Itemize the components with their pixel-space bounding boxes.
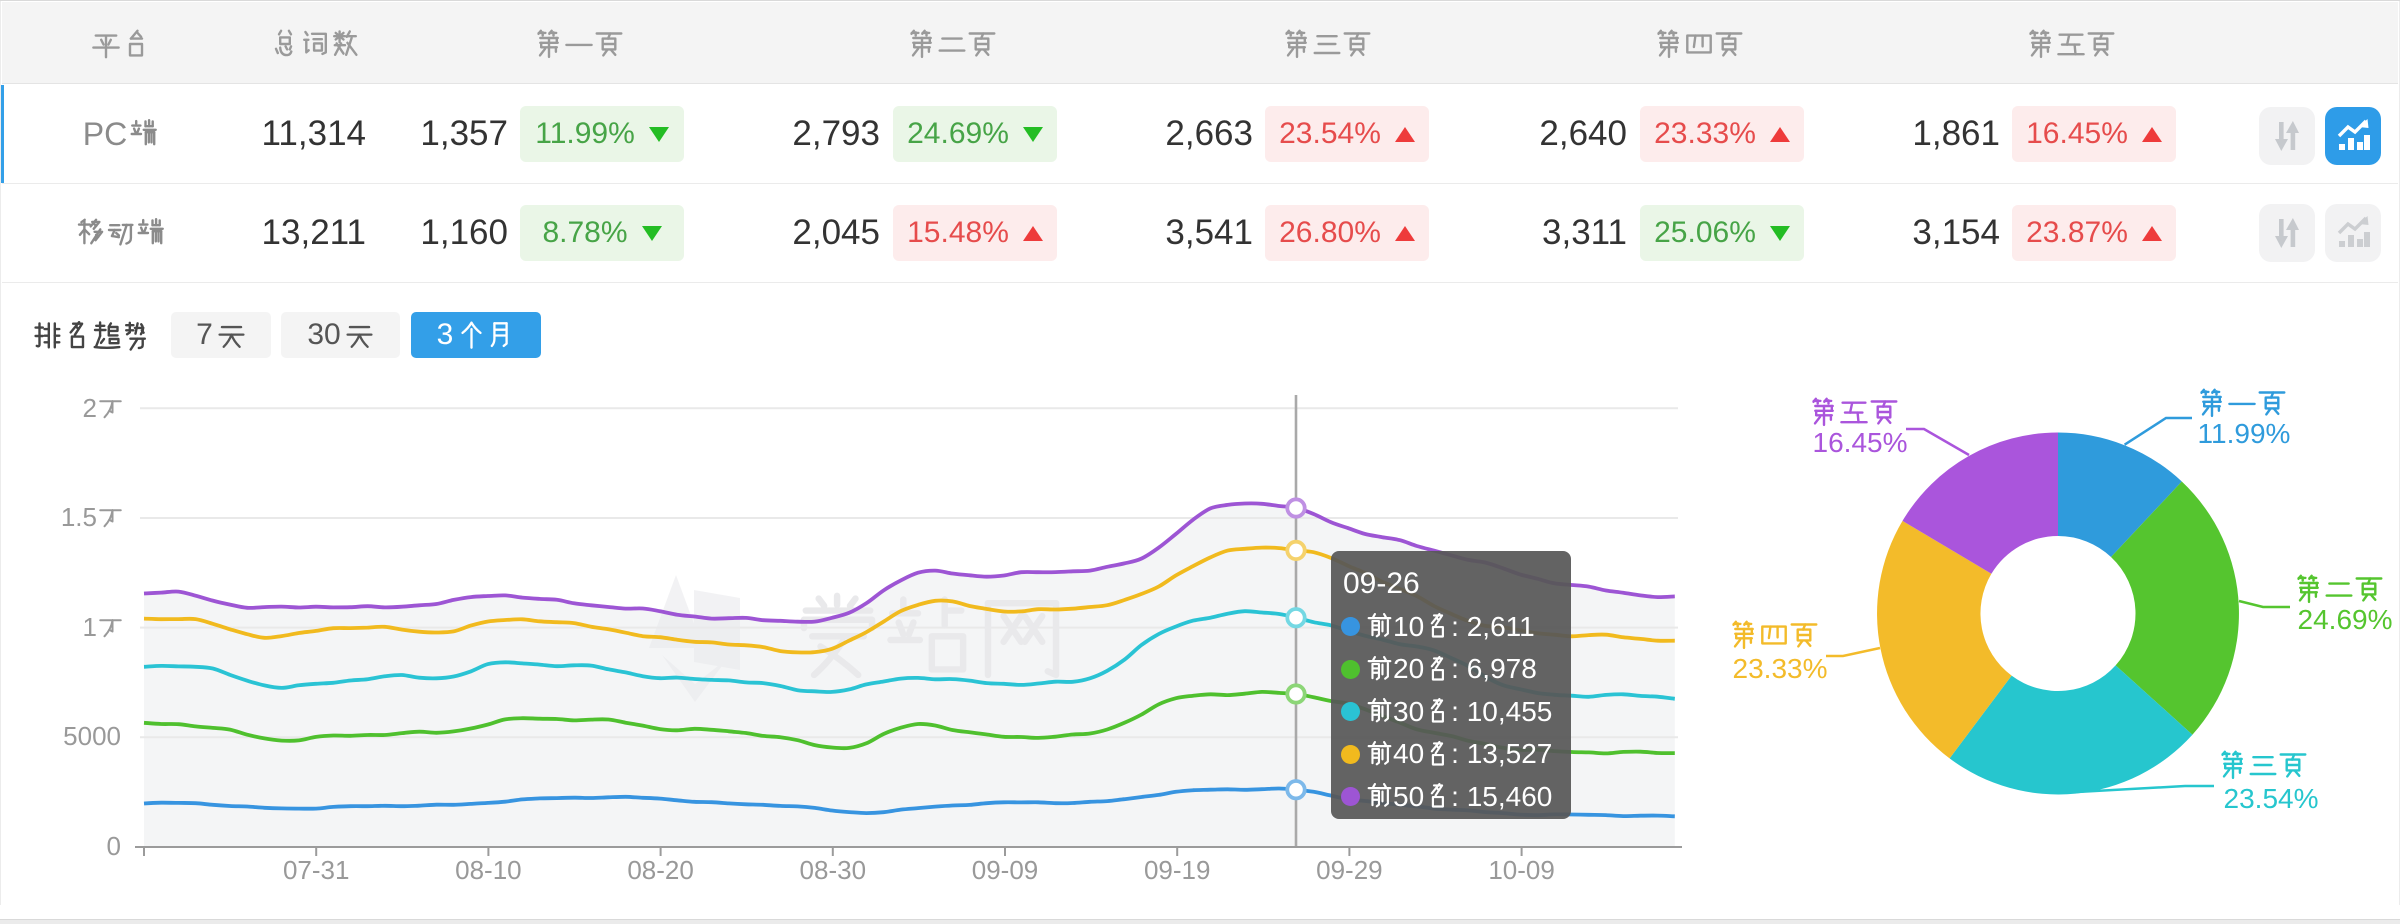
- svg-text:24.69%: 24.69%: [2298, 604, 2393, 635]
- svg-text:09-09: 09-09: [972, 855, 1039, 885]
- svg-text:08-10: 08-10: [455, 855, 522, 885]
- svg-text:23.54%: 23.54%: [2224, 783, 2319, 814]
- svg-text:09-29: 09-29: [1316, 855, 1383, 885]
- svg-text:10-09: 10-09: [1488, 855, 1555, 885]
- svg-text:08-20: 08-20: [627, 855, 694, 885]
- svg-text:2: 2: [83, 393, 97, 423]
- svg-text:11.99%: 11.99%: [2198, 418, 2291, 449]
- svg-text:07-31: 07-31: [283, 855, 350, 885]
- svg-text:09-19: 09-19: [1144, 855, 1211, 885]
- svg-text:5000: 5000: [63, 721, 121, 751]
- svg-text:08-30: 08-30: [800, 855, 867, 885]
- svg-text:0: 0: [107, 831, 121, 861]
- svg-text:1: 1: [83, 612, 97, 642]
- svg-text:1.5: 1.5: [61, 502, 97, 532]
- svg-text:16.45%: 16.45%: [1813, 427, 1908, 458]
- svg-text:23.33%: 23.33%: [1733, 653, 1828, 684]
